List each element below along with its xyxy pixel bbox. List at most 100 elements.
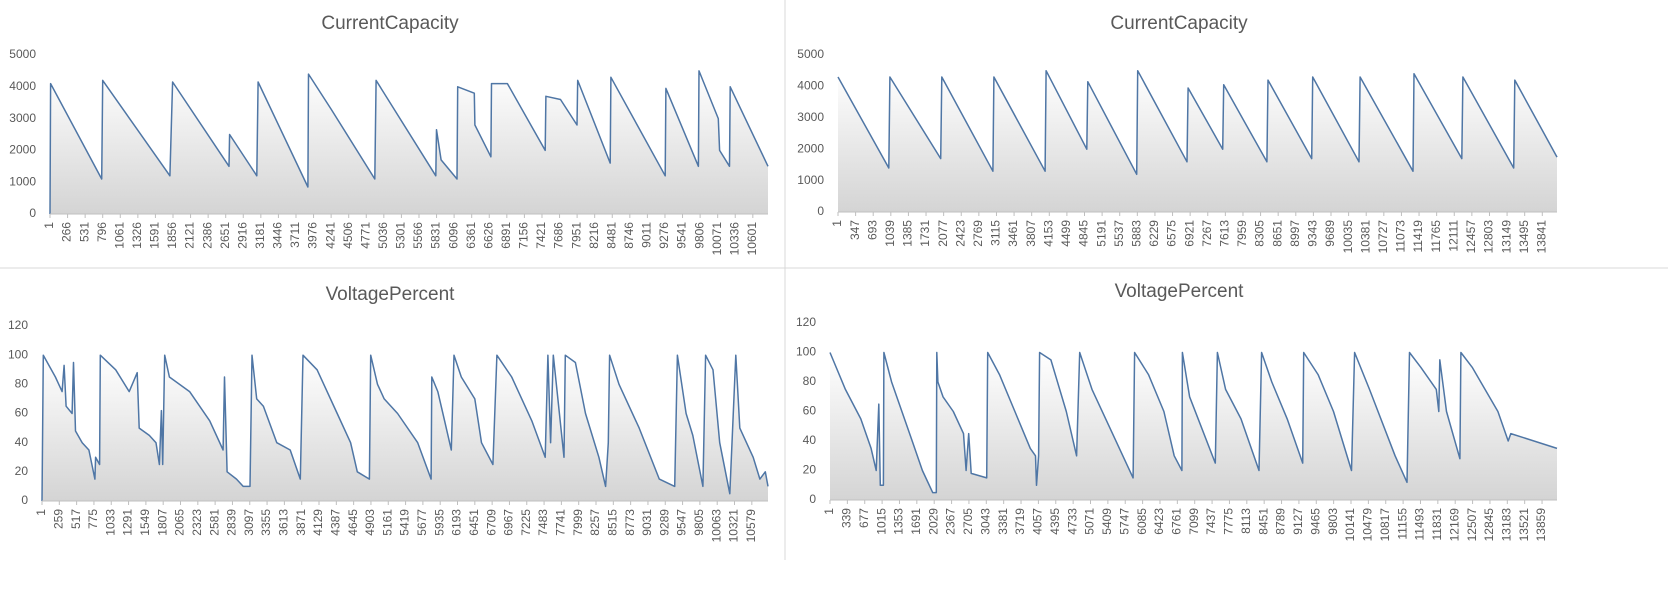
x-tick-label: 11493 bbox=[1413, 508, 1427, 541]
x-tick-label: 266 bbox=[60, 222, 74, 242]
x-tick-label: 1353 bbox=[892, 508, 906, 535]
y-tick-label: 60 bbox=[15, 406, 29, 420]
x-tick-label: 6085 bbox=[1135, 508, 1149, 535]
x-tick-label: 1033 bbox=[103, 509, 117, 536]
x-tick-label: 4241 bbox=[323, 222, 337, 249]
x-tick-label: 9031 bbox=[640, 509, 654, 536]
x-tick-label: 2839 bbox=[225, 509, 239, 536]
x-tick-label: 4395 bbox=[1048, 508, 1062, 535]
x-tick-label: 2121 bbox=[183, 222, 197, 249]
x-tick-label: 8773 bbox=[623, 509, 637, 536]
y-tick-label: 2000 bbox=[797, 141, 824, 155]
x-tick-label: 339 bbox=[840, 508, 854, 528]
x-tick-label: 7099 bbox=[1187, 508, 1201, 535]
x-tick-label: 1856 bbox=[165, 222, 179, 249]
x-tick-label: 13859 bbox=[1534, 508, 1548, 542]
x-tick-label: 2423 bbox=[953, 220, 967, 247]
x-tick-label: 11831 bbox=[1430, 508, 1444, 541]
x-tick-label: 4057 bbox=[1031, 508, 1045, 535]
x-tick-label: 11073 bbox=[1394, 220, 1408, 253]
x-tick-label: 1 bbox=[822, 508, 836, 515]
x-tick-label: 1691 bbox=[909, 508, 923, 535]
x-tick-label: 1015 bbox=[874, 508, 888, 535]
x-tick-label: 9547 bbox=[675, 509, 689, 536]
x-tick-label: 11765 bbox=[1429, 220, 1443, 253]
x-tick-label: 13521 bbox=[1517, 508, 1531, 542]
y-tick-label: 4000 bbox=[797, 79, 824, 93]
x-tick-label: 10381 bbox=[1358, 220, 1372, 254]
x-tick-label: 2323 bbox=[190, 509, 204, 536]
x-tick-label: 10727 bbox=[1376, 220, 1390, 254]
y-tick-label: 0 bbox=[21, 493, 28, 507]
x-tick-label: 1807 bbox=[155, 509, 169, 536]
x-tick-label: 1039 bbox=[883, 220, 897, 247]
x-tick-label: 2581 bbox=[207, 509, 221, 536]
x-tick-label: 5883 bbox=[1129, 220, 1143, 247]
x-tick-label: 775 bbox=[86, 509, 100, 529]
x-tick-label: 8481 bbox=[604, 222, 618, 249]
x-tick-label: 5191 bbox=[1094, 220, 1108, 247]
x-tick-label: 7951 bbox=[569, 222, 583, 249]
line bbox=[829, 351, 1558, 494]
x-tick-label: 10321 bbox=[727, 509, 741, 543]
x-tick-label: 347 bbox=[848, 220, 862, 240]
x-tick-label: 2769 bbox=[971, 220, 985, 247]
x-tick-label: 12111 bbox=[1446, 220, 1460, 252]
x-tick-label: 4645 bbox=[346, 509, 360, 536]
x-tick-label: 6921 bbox=[1182, 220, 1196, 247]
x-tick-label: 9127 bbox=[1291, 508, 1305, 535]
x-tick-label: 3719 bbox=[1013, 508, 1027, 535]
x-tick-label: 9276 bbox=[657, 222, 671, 249]
x-tick-label: 12507 bbox=[1465, 508, 1479, 542]
x-tick-label: 6096 bbox=[446, 222, 460, 249]
x-tick-label: 5071 bbox=[1083, 508, 1097, 535]
x-tick-label: 9011 bbox=[640, 222, 654, 248]
x-tick-label: 5419 bbox=[398, 509, 412, 536]
y-tick-label: 100 bbox=[796, 345, 816, 359]
x-tick-label: 2386 bbox=[200, 222, 214, 249]
x-tick-label: 1 bbox=[830, 220, 844, 227]
x-tick-label: 4903 bbox=[363, 509, 377, 536]
x-tick-label: 1061 bbox=[112, 222, 126, 249]
x-tick-label: 7156 bbox=[517, 222, 531, 249]
x-tick-label: 10141 bbox=[1343, 508, 1357, 542]
y-tick-label: 20 bbox=[15, 464, 29, 478]
x-tick-label: 2367 bbox=[944, 508, 958, 535]
x-tick-label: 9541 bbox=[675, 222, 689, 249]
y-tick-label: 2000 bbox=[9, 143, 36, 157]
y-tick-label: 3000 bbox=[797, 110, 824, 124]
area bbox=[830, 352, 1557, 500]
x-tick-label: 5935 bbox=[432, 509, 446, 536]
x-tick-label: 3381 bbox=[996, 508, 1010, 535]
x-tick-label: 3446 bbox=[271, 222, 285, 249]
x-tick-label: 8305 bbox=[1253, 220, 1267, 247]
x-tick-label: 7437 bbox=[1204, 508, 1218, 535]
x-tick-label: 9289 bbox=[657, 509, 671, 536]
x-tick-label: 531 bbox=[77, 222, 91, 242]
area bbox=[50, 70, 768, 215]
x-tick-label: 3711 bbox=[288, 222, 302, 248]
y-tick-label: 80 bbox=[803, 374, 817, 388]
x-tick-label: 4845 bbox=[1077, 220, 1091, 247]
x-tick-label: 2705 bbox=[961, 508, 975, 535]
x-tick-label: 12845 bbox=[1482, 508, 1496, 542]
y-tick-label: 120 bbox=[8, 318, 28, 332]
x-tick-label: 1549 bbox=[138, 509, 152, 536]
x-tick-label: 3355 bbox=[259, 509, 273, 536]
line bbox=[41, 354, 769, 502]
x-tick-label: 3613 bbox=[277, 509, 291, 536]
x-tick-label: 4153 bbox=[1041, 220, 1055, 247]
x-tick-label: 8451 bbox=[1256, 508, 1270, 535]
x-tick-label: 693 bbox=[865, 220, 879, 240]
x-tick-label: 3807 bbox=[1024, 220, 1038, 247]
x-tick-label: 13149 bbox=[1499, 220, 1513, 254]
x-tick-label: 2077 bbox=[936, 220, 950, 247]
x-tick-label: 10071 bbox=[710, 222, 724, 256]
x-tick-label: 2916 bbox=[235, 222, 249, 249]
x-tick-label: 6193 bbox=[450, 509, 464, 536]
x-tick-label: 9689 bbox=[1323, 220, 1337, 247]
x-tick-label: 8216 bbox=[587, 222, 601, 249]
chart-title: CurrentCapacity bbox=[1110, 13, 1248, 34]
